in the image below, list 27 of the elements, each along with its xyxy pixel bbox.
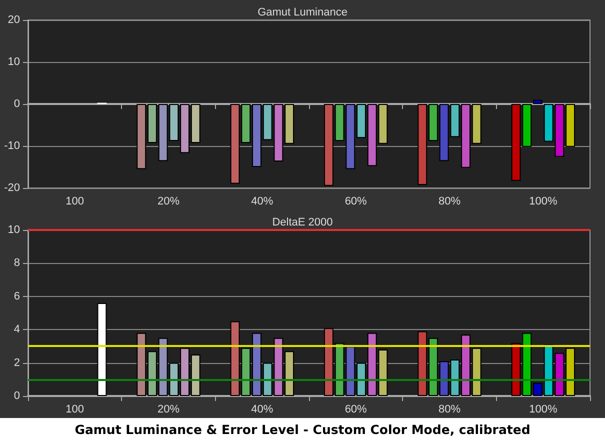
y-tick-label: 2 bbox=[14, 356, 20, 369]
y-tick-label: 10 bbox=[8, 56, 20, 68]
x-tick-label: 100 bbox=[66, 196, 84, 208]
x-tick-label: 20% bbox=[157, 196, 180, 208]
x-tick-label: 100% bbox=[529, 404, 558, 416]
y-tick-label: 10 bbox=[8, 224, 20, 236]
x-tick-label: 80% bbox=[438, 404, 461, 416]
x-tick-label: 40% bbox=[251, 196, 274, 208]
y-tick-label: 4 bbox=[14, 324, 20, 336]
text: Gamut Luminance & Error Level - Custom Color Mode, calibrated bbox=[0, 418, 605, 441]
chart-title: DeltaE 2000 bbox=[272, 216, 333, 228]
bar bbox=[97, 303, 107, 396]
y-tick-label: 8 bbox=[14, 257, 20, 270]
y-tick-label: -10 bbox=[4, 140, 20, 152]
x-tick-label: 40% bbox=[251, 404, 274, 416]
x-tick-label: 100% bbox=[529, 196, 558, 208]
x-tick-label: 100 bbox=[66, 404, 84, 416]
x-tick-label: 60% bbox=[344, 404, 368, 416]
x-tick-label: 60% bbox=[344, 196, 368, 208]
y-tick-label: -20 bbox=[4, 182, 20, 194]
y-tick-label: 20 bbox=[8, 14, 20, 26]
x-tick-label: 80% bbox=[438, 196, 461, 208]
y-tick-label: 0 bbox=[14, 98, 20, 110]
y-tick-label: 6 bbox=[14, 290, 20, 302]
chart-title: Gamut Luminance bbox=[258, 6, 348, 18]
y-tick-label: 0 bbox=[14, 390, 20, 402]
x-tick-label: 20% bbox=[157, 404, 180, 416]
